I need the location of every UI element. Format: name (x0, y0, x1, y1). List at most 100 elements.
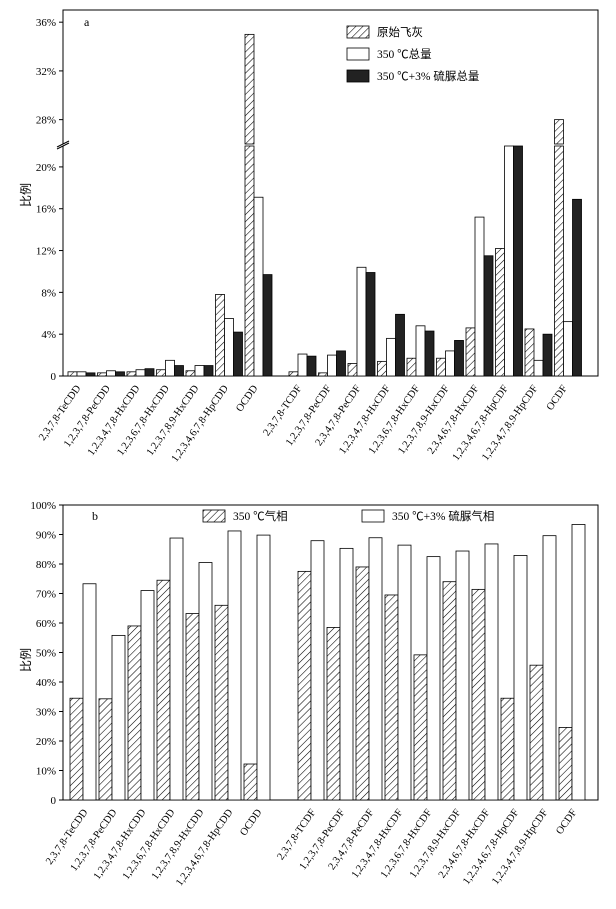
bar-1-2-3-4-6-7-8-hpcdf-s0 (500, 697, 515, 801)
y-tick-label: 40% (36, 677, 56, 689)
bar-1-2-3-7-8-9-hxcdd-s2 (203, 365, 214, 377)
x-tick-label: 2,3,4,6,7,8-HxCDF (426, 383, 482, 456)
bar-2-3-4-7-8-pecdf-s2 (365, 272, 376, 377)
bar-2-3-7-8-tcdf-s2 (306, 355, 317, 377)
bar-1-2-3-4-7-8-9-hpcdf-s1 (533, 359, 544, 377)
bar-2-3-4-6-7-8-hxcdf-s1 (474, 216, 485, 377)
bar-1-2-3-7-8-pecdd-s1 (106, 370, 116, 377)
bar-2-3-7-8-tecdd-s0 (67, 371, 78, 377)
bar-2-3-7-8-tecdd-s1 (76, 371, 87, 377)
x-tick-label: 1,2,3,4,6,7,8-HpCDF (451, 383, 511, 463)
x-tick-label: 1,2,3,7,8,9-HxCDD (145, 383, 202, 458)
bar-2-3-4-6-7-8-hxcdf-s1 (484, 543, 499, 801)
legend-label: 原始飞灰 (377, 25, 423, 39)
x-tick-label: 1,2,3,4,7,8,9-HpCDF (480, 383, 540, 463)
bar-1-2-3-4-7-8-hxcdf-s1 (386, 337, 396, 377)
bar-1-2-3-4-6-7-8-hpcdf-s1 (513, 555, 528, 801)
bar-1-2-3-6-7-8-hxcdd-s0 (156, 579, 171, 801)
axis-break-mark (56, 142, 70, 150)
x-tick-label: OCDD (238, 807, 264, 838)
bar-1-2-3-4-7-8-hxcdd-s0 (126, 371, 137, 377)
bar-1-2-3-4-7-8-hxcdf-s0 (384, 594, 399, 801)
bar-1-2-3-7-8-pecdf-s1 (327, 354, 337, 377)
bar-1-2-3-7-8-9-hxcdf-s2 (454, 340, 464, 377)
bar-1-2-3-7-8-9-hxcdd-s1 (198, 562, 213, 801)
y-tick-label: 0 (51, 795, 57, 807)
panel-label: b (92, 509, 98, 523)
bar-upper-segment (244, 33, 255, 145)
x-tick-label: 1,2,3,6,7,8-HxCDD (121, 807, 178, 882)
bar-1-2-3-4-7-8-hxcdd-s0 (127, 625, 142, 801)
x-tick-label: 1,2,3,4,6,7,8-HpCDD (174, 807, 235, 888)
bar-lower-segment (504, 145, 514, 377)
x-tick-label: OCDF (545, 383, 570, 412)
bar-1-2-3-4-6-7-8-hpcdd-s1 (224, 318, 234, 377)
bar-1-2-3-4-7-8-hxcdf-s0 (377, 360, 387, 377)
bar-2-3-7-8-tcdf-s1 (297, 353, 308, 377)
bar-2-3-7-8-tecdd-s2 (85, 372, 96, 377)
bar-1-2-3-7-8-9-hxcdf-s0 (442, 581, 457, 801)
bar-1-2-3-6-7-8-hxcdd-s2 (174, 365, 184, 377)
bar-ocdf-s0 (554, 119, 564, 377)
y-axis-label: 比例 (19, 183, 33, 207)
bar-1-2-3-4-7-8-9-hpcdf-s2 (542, 333, 553, 377)
bar-1-2-3-4-7-8-hxcdf-s2 (395, 313, 405, 377)
bar-ocdf-s1 (563, 321, 573, 377)
bar-1-2-3-6-7-8-hxcdd-s0 (156, 369, 166, 377)
y-tick-label: 16% (36, 204, 56, 216)
bar-ocdf-s1 (571, 524, 586, 801)
y-tick-label: 4% (41, 329, 56, 341)
bar-1-2-3-7-8-9-hxcdf-s1 (455, 550, 470, 801)
bar-1-2-3-4-7-8-9-hpcdf-s0 (524, 328, 535, 377)
x-tick-label: 1,2,3,7,8,9-HxCDD (150, 807, 207, 882)
bar-1-2-3-4-7-8-hxcdd-s1 (140, 590, 155, 801)
x-tick-label: 1,2,3,4,7,8-HxCDD (92, 807, 149, 882)
legend-swatch-hatched (202, 509, 226, 523)
bar-1-2-3-4-7-8-hxcdf-s1 (397, 544, 412, 801)
bar-2-3-4-7-8-pecdf-s1 (368, 537, 383, 801)
x-tick-label: 2,3,4,6,7,8-HxCDF (437, 807, 493, 880)
bar-1-2-3-4-6-7-8-hpcdd-s0 (214, 604, 229, 801)
bar-1-2-3-6-7-8-hxcdf-s0 (406, 357, 417, 377)
bar-ocdf-s2 (572, 198, 582, 377)
bar-2-3-4-7-8-pecdf-s0 (355, 566, 370, 801)
bar-1-2-3-7-8-9-hxcdd-s0 (185, 613, 200, 801)
x-tick-label: 1,2,3,4,7,8,9-HpCDF (490, 807, 550, 887)
panel-label: a (84, 15, 90, 29)
chart-panel-b: 010%20%30%40%50%60%70%80%90%100%比例b2,3,7… (19, 500, 599, 888)
y-tick-label: 36% (36, 17, 56, 29)
x-tick-label: 1,2,3,6,7,8-HxCDF (367, 383, 423, 456)
axis-break-mark (56, 140, 70, 148)
bar-1-2-3-7-8-pecdd-s0 (98, 698, 113, 801)
bar-1-2-3-6-7-8-hxcdf-s0 (413, 654, 428, 801)
bar-2-3-4-6-7-8-hxcdf-s0 (465, 327, 476, 377)
bar-1-2-3-4-7-8-hxcdd-s1 (135, 369, 146, 377)
x-tick-label: 1,2,3,4,6,7,8-HpCDD (170, 383, 231, 464)
legend-label: 350 ℃气相 (233, 509, 288, 523)
bar-lower-segment (554, 145, 564, 377)
y-tick-label: 60% (36, 618, 56, 630)
bar-2-3-4-6-7-8-hxcdf-s0 (471, 588, 486, 801)
bar-1-2-3-7-8-9-hxcdf-s1 (445, 350, 455, 377)
bar-2-3-7-8-tcdf-s1 (310, 540, 325, 801)
legend-swatch-black (346, 69, 370, 83)
bar-lower-segment (513, 145, 523, 377)
chart-panel-a: 04%8%12%16%20%28%32%36%比例a2,3,7,8-TeCDD1… (19, 9, 599, 464)
legend-swatch-hatched (346, 25, 370, 39)
x-tick-label: 1,2,3,7,8,9-HxCDF (396, 383, 452, 456)
bar-1-2-3-7-8-9-hxcdd-s1 (194, 365, 205, 377)
bar-upper-segment (554, 119, 564, 145)
bar-lower-segment (244, 145, 255, 377)
bar-ocdf-s0 (558, 727, 573, 801)
y-tick-label: 90% (36, 530, 56, 542)
bar-1-2-3-7-8-pecdf-s1 (339, 547, 354, 801)
axis-break-gap-a (57, 144, 69, 146)
y-tick-label: 28% (36, 115, 56, 127)
legend-label: 350 ℃+3% 硫脲总量 (377, 69, 479, 83)
bar-ocdd-s1 (256, 534, 271, 801)
x-tick-label: 1,2,3,6,7,8-HxCDF (379, 807, 435, 880)
bar-1-2-3-4-6-7-8-hpcdf-s1 (504, 145, 514, 377)
y-tick-label: 70% (36, 589, 56, 601)
